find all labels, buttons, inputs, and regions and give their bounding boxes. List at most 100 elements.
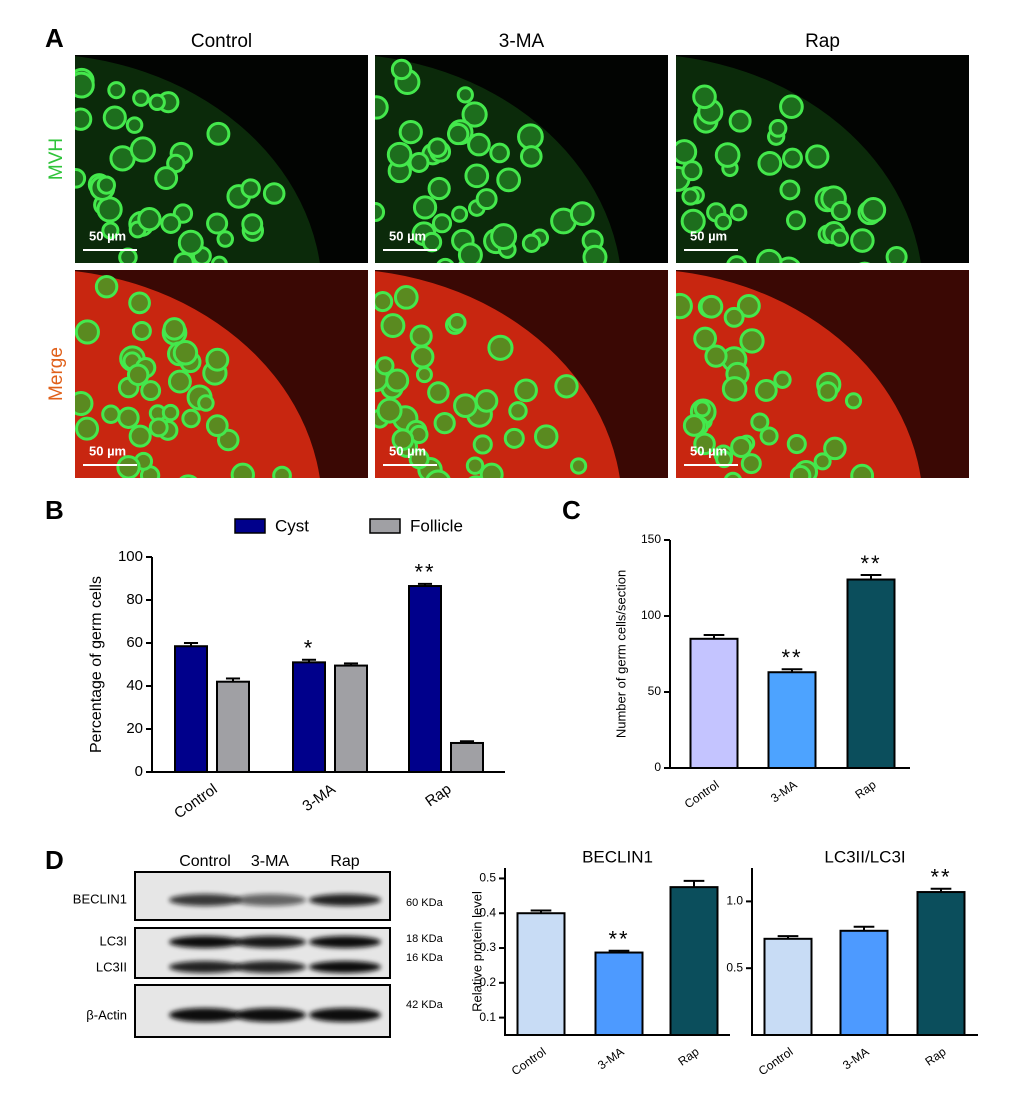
germ-cell: [179, 481, 199, 501]
germ-cell: [723, 471, 742, 478]
y-tick-label: 100: [118, 548, 143, 565]
scale-bar-label: 50 µm: [89, 228, 126, 243]
micrograph: [375, 55, 668, 263]
scale-bar-label: 50 µm: [690, 443, 727, 458]
germ-cell: [740, 453, 762, 475]
x-tick-label: Rap: [675, 1044, 701, 1068]
germ-cell: [173, 252, 195, 263]
germ-cell: [96, 175, 116, 195]
x-tick-label: Rap: [852, 777, 878, 801]
germ-cell: [118, 247, 138, 263]
germ-cell: [487, 334, 514, 361]
germ-cell: [425, 469, 451, 478]
germ-cell: [514, 378, 538, 403]
germ-cell: [681, 187, 700, 206]
germ-cell: [779, 179, 801, 201]
column-header: Rap: [805, 31, 840, 52]
germ-cell: [433, 411, 456, 435]
germ-cell: [375, 356, 395, 376]
y-tick-label: 80: [126, 591, 143, 608]
scale-bar-label: 50 µm: [389, 228, 426, 243]
germ-cell: [676, 139, 698, 165]
germ-cell: [817, 381, 838, 402]
germ-cell: [508, 401, 528, 421]
germ-cell: [191, 483, 209, 501]
germ-cell: [786, 210, 806, 231]
x-tick-label: 3-MA: [299, 781, 338, 815]
germ-cell: [153, 480, 168, 495]
germ-cell: [161, 403, 180, 422]
germ-cell: [197, 394, 215, 412]
germ-cell: [582, 244, 608, 263]
scale-bar-label: 50 µm: [389, 443, 426, 458]
germ-cell: [489, 142, 510, 164]
bar: [334, 664, 368, 774]
germ-cell: [409, 324, 433, 348]
germ-cell: [782, 147, 803, 169]
germ-cell: [680, 208, 706, 234]
germ-cell: [216, 230, 235, 248]
germ-cell: [442, 482, 457, 497]
bar: [174, 645, 208, 773]
germ-cell: [75, 319, 100, 345]
micrograph: [676, 270, 969, 520]
y-tick-label: 0: [135, 763, 143, 780]
germ-cell: [805, 144, 830, 169]
bar: [669, 886, 719, 1037]
germ-cell: [230, 462, 255, 478]
germ-cell: [554, 374, 579, 399]
germ-cell: [771, 489, 787, 505]
band-label: β-Actin: [86, 1007, 127, 1022]
significance: **: [860, 551, 881, 576]
germ-cell: [386, 141, 413, 168]
bar: [846, 578, 896, 770]
germ-cell: [704, 344, 728, 368]
germ-cell: [885, 245, 908, 263]
micrograph: [75, 55, 368, 263]
band: [234, 894, 306, 906]
tissue: [75, 56, 320, 263]
germ-cell: [390, 58, 413, 81]
band: [309, 936, 381, 948]
germ-cell: [148, 417, 169, 438]
y-axis-label: Relative protein level: [469, 891, 484, 1012]
y-tick-label: 0.5: [726, 960, 743, 974]
germ-cell: [699, 294, 724, 319]
germ-cell: [750, 412, 770, 432]
panel-label: A: [45, 23, 64, 53]
germ-cell: [714, 142, 741, 168]
germ-cell: [205, 414, 229, 438]
germ-cell: [786, 496, 810, 520]
y-tick-label: 0.5: [479, 871, 496, 885]
germ-cell: [569, 201, 595, 226]
micrograph: [75, 270, 368, 501]
germ-cell: [754, 378, 778, 402]
micrograph: [676, 55, 969, 263]
germ-cell: [682, 414, 706, 437]
band-label: LC3I: [100, 933, 127, 948]
germ-cell: [172, 340, 199, 366]
germ-cell: [519, 145, 543, 168]
band: [169, 1008, 241, 1022]
germ-cell: [398, 119, 423, 145]
y-tick-label: 0.1: [479, 1010, 496, 1024]
scale-bar-label: 50 µm: [89, 443, 126, 458]
germ-cell: [478, 496, 500, 518]
bar: [292, 661, 326, 773]
germ-cell: [376, 397, 403, 424]
bar: [916, 891, 966, 1036]
y-tick-label: 1.0: [726, 894, 743, 908]
germ-cell: [805, 486, 825, 506]
germ-cell: [75, 167, 87, 189]
y-tick-label: 40: [126, 677, 143, 694]
germ-cell: [843, 484, 867, 508]
germ-cell: [461, 101, 488, 128]
band-label: LC3II: [96, 959, 127, 974]
y-tick-label: 100: [641, 608, 661, 622]
germ-cell: [759, 426, 779, 446]
column-header: Control: [191, 31, 252, 52]
bar: [839, 929, 889, 1036]
x-tick-label: Rap: [422, 781, 454, 811]
germ-cell: [739, 328, 765, 354]
